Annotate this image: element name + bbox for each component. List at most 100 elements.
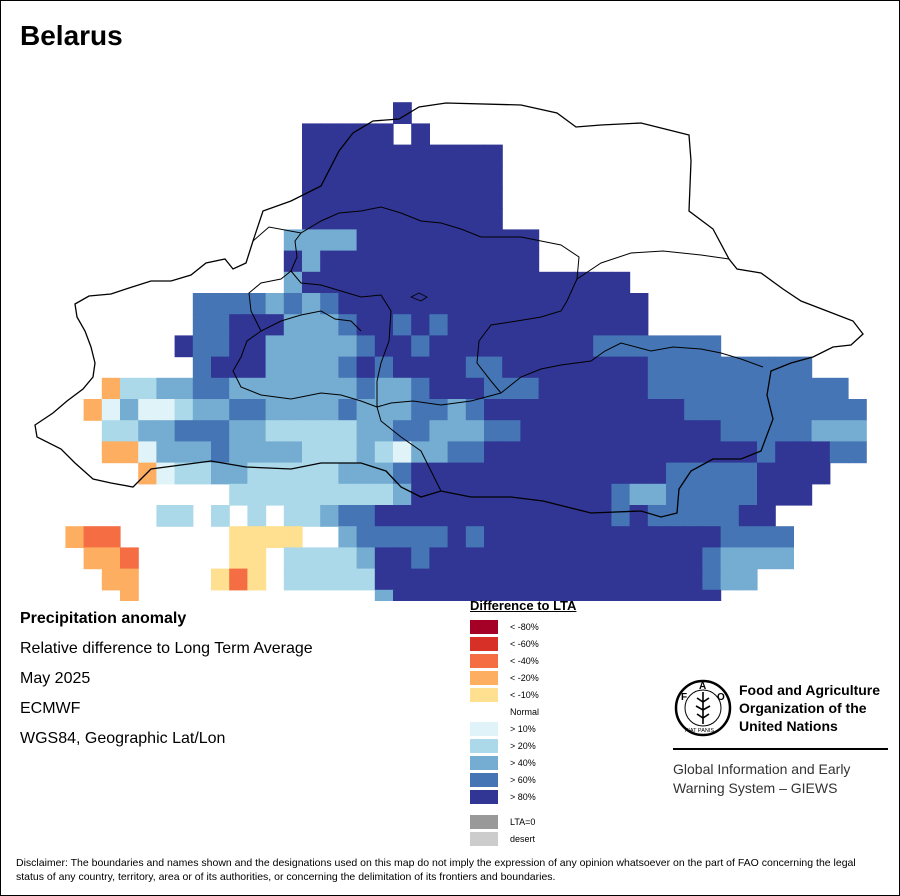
- grid-cell: [192, 399, 212, 421]
- grid-cell: [793, 356, 813, 379]
- grid-cell: [393, 547, 412, 570]
- grid-cell: [647, 356, 667, 379]
- grid-cell: [101, 547, 121, 570]
- grid-cell: [320, 420, 339, 442]
- grid-cell: [374, 314, 394, 336]
- grid-cell: [320, 356, 339, 379]
- grid-cell: [247, 356, 267, 379]
- grid-cell: [429, 420, 449, 442]
- grid-cell: [411, 462, 430, 485]
- grid-cell: [829, 377, 849, 400]
- grid-cell: [502, 462, 521, 485]
- grid-cell: [374, 250, 394, 273]
- grid-cell: [720, 483, 740, 506]
- grid-cell: [720, 547, 740, 570]
- legend-label: > 60%: [510, 775, 536, 785]
- grid-cell: [411, 187, 430, 209]
- grid-cell: [538, 568, 558, 591]
- grid-cell: [502, 356, 521, 379]
- grid-cell: [174, 335, 194, 358]
- grid-cell: [374, 505, 394, 527]
- legend-label: > 80%: [510, 792, 536, 802]
- fao-logo-o: O: [717, 692, 725, 703]
- grid-cell: [338, 356, 358, 379]
- grid-cell: [502, 229, 521, 252]
- grid-cell: [447, 250, 467, 273]
- grid-cell: [120, 568, 139, 591]
- grid-cell: [538, 462, 558, 485]
- grid-cell: [520, 356, 540, 379]
- grid-cell: [447, 462, 467, 485]
- grid-cell: [120, 377, 139, 400]
- grid-cell: [429, 187, 449, 209]
- grid-cell: [320, 441, 339, 464]
- grid-cell: [666, 335, 685, 358]
- grid-cell: [684, 356, 703, 379]
- grid-cell: [338, 187, 358, 209]
- fao-name-line-2: Organization of the: [739, 700, 867, 716]
- legend-swatch: [470, 815, 498, 829]
- grid-cell: [502, 441, 521, 464]
- grid-cell: [192, 441, 212, 464]
- grid-cell: [302, 208, 321, 230]
- grid-cell: [575, 399, 594, 421]
- grid-cell: [374, 356, 394, 379]
- grid-cell: [593, 568, 612, 591]
- grid-cell: [283, 441, 303, 464]
- grid-cell: [611, 420, 631, 442]
- grid-cell: [447, 399, 467, 421]
- grid-cell: [447, 335, 467, 358]
- grid-cell: [684, 377, 703, 400]
- fao-name: Food and Agriculture Organization of the…: [739, 681, 899, 735]
- grid-cell: [502, 547, 521, 570]
- grid-cell: [447, 165, 467, 188]
- grid-cell: [265, 293, 285, 315]
- grid-cell: [684, 335, 703, 358]
- info-line-2: Relative difference to Long Term Average: [20, 640, 313, 657]
- grid-cell: [120, 441, 139, 464]
- grid-cell: [211, 335, 230, 358]
- grid-cell: [611, 505, 631, 527]
- grid-cell: [575, 377, 594, 400]
- grid-cell: [338, 165, 358, 188]
- grid-cell: [338, 420, 358, 442]
- grid-cell: [429, 505, 449, 527]
- grid-cell: [338, 547, 358, 570]
- grid-cell: [283, 356, 303, 379]
- grid-cell: [629, 568, 649, 591]
- grid-cell: [265, 377, 285, 400]
- grid-cell: [320, 165, 339, 188]
- grid-cell: [247, 568, 267, 591]
- grid-cell: [538, 483, 558, 506]
- grid-cell: [684, 568, 703, 591]
- grid-cell: [575, 526, 594, 548]
- grid-cell: [356, 123, 376, 146]
- grid-cell: [702, 377, 722, 400]
- legend-item: > 10%: [470, 722, 536, 736]
- grid-cell: [502, 314, 521, 336]
- grid-cell: [393, 144, 412, 167]
- legend-item: > 80%: [470, 790, 536, 804]
- grid-cell: [356, 483, 376, 506]
- legend-label: < -60%: [510, 639, 539, 649]
- grid-cell: [502, 505, 521, 527]
- grid-cell: [484, 229, 503, 252]
- grid-cell: [484, 144, 503, 167]
- grid-cell: [484, 399, 503, 421]
- grid-cell: [374, 462, 394, 485]
- grid-cell: [393, 441, 412, 464]
- grid-cell: [447, 144, 467, 167]
- map-title: Belarus: [20, 20, 123, 51]
- grid-cell: [793, 441, 813, 464]
- grid-cell: [593, 377, 612, 400]
- grid-cell: [302, 420, 321, 442]
- grid-cell: [556, 483, 576, 506]
- grid-cell: [374, 271, 394, 294]
- grid-cell: [447, 526, 467, 548]
- grid-cell: [757, 399, 776, 421]
- legend-swatch: [470, 790, 498, 804]
- grid-cell: [211, 293, 230, 315]
- grid-cell: [320, 271, 339, 294]
- grid-cell: [447, 356, 467, 379]
- grid-cell: [192, 377, 212, 400]
